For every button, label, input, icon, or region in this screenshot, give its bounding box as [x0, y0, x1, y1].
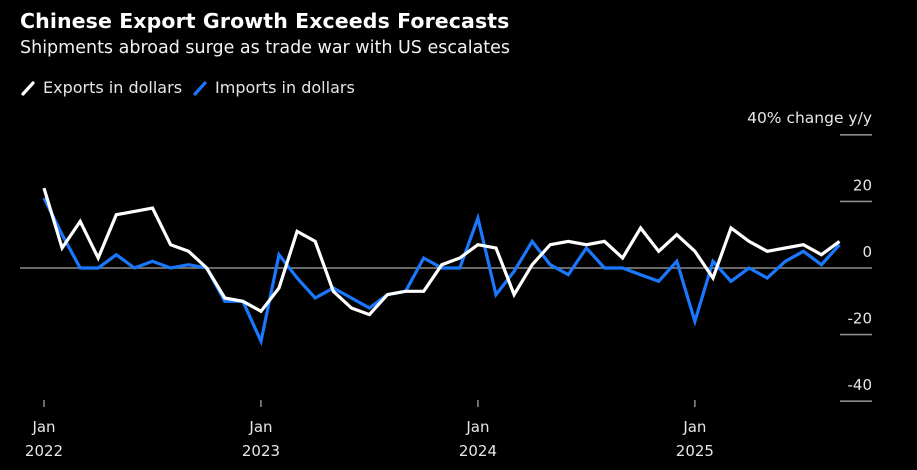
x-tick-label: Jan [248, 418, 272, 436]
legend-label-exports: Exports in dollars [43, 78, 183, 97]
y-tick-label: 20 [853, 176, 872, 194]
chart-title: Chinese Export Growth Exceeds Forecasts [20, 9, 510, 33]
x-axis: Jan 2022 Jan 2023 Jan 2024 Jan 2025 [25, 400, 714, 460]
legend-label-imports: Imports in dollars [215, 78, 355, 97]
x-tick-label: 2022 [25, 442, 63, 460]
y-tick-label: -40 [848, 376, 873, 394]
x-tick-label: 2024 [459, 442, 497, 460]
x-tick-label: Jan [682, 418, 706, 436]
chart-subtitle: Shipments abroad surge as trade war with… [20, 38, 511, 58]
exports-line [42, 187, 841, 317]
x-tick-label: Jan [31, 418, 55, 436]
x-tick-label: 2025 [676, 442, 714, 460]
series-layer [42, 187, 841, 347]
y-axis: 20 0 -20 -40 [840, 134, 873, 403]
legend-item-imports: Imports in dollars [192, 78, 355, 97]
x-tick-label: Jan [465, 418, 489, 436]
y-axis-label: 40% change y/y [747, 109, 872, 127]
legend: Exports in dollars Imports in dollars [20, 78, 365, 97]
y-tick-label: 0 [862, 243, 872, 261]
x-tick-label: 2023 [242, 442, 280, 460]
imports-line [42, 197, 841, 347]
imports-swatch-icon [193, 80, 207, 96]
exports-swatch-icon [21, 80, 35, 96]
legend-item-exports: Exports in dollars [20, 78, 182, 97]
y-tick-label: -20 [848, 310, 873, 328]
